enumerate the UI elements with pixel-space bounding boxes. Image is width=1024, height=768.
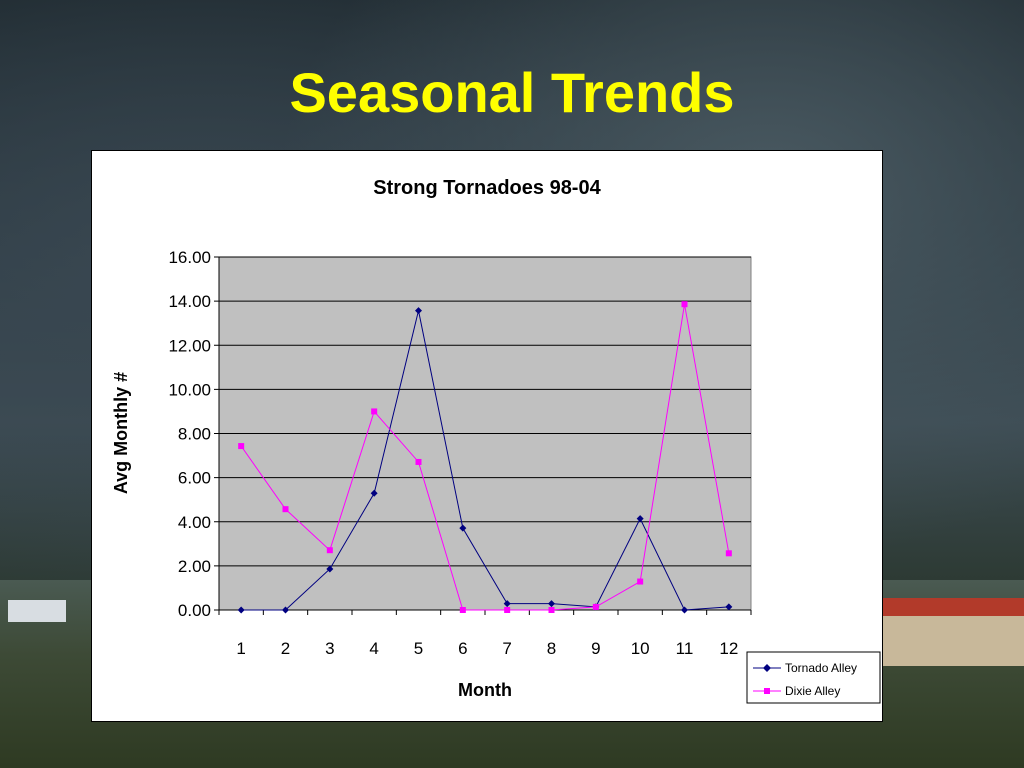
y-tick-label: 8.00 (178, 425, 211, 444)
series-layer (237, 301, 733, 614)
x-tick-label: 9 (591, 639, 600, 658)
data-point-tornado-alley (636, 515, 644, 523)
data-point-dixie-alley (725, 550, 732, 557)
x-tick-label: 1 (236, 639, 245, 658)
data-point-tornado-alley (237, 606, 245, 614)
y-tick-label: 6.00 (178, 469, 211, 488)
y-tick-label: 2.00 (178, 557, 211, 576)
data-point-tornado-alley (459, 524, 467, 532)
data-point-dixie-alley (681, 301, 688, 308)
chart-panel: Strong Tornadoes 98-04 0.00 2.00 4.00 6.00 8… (91, 150, 883, 722)
y-axis-ticks: 0.00 2.00 4.00 6.00 8.00 10.00 12.00 14.00 16.00 (168, 248, 219, 620)
x-tick-label: 7 (502, 639, 511, 658)
x-tick-label: 8 (547, 639, 556, 658)
data-point-tornado-alley (548, 600, 555, 608)
data-point-dixie-alley (326, 547, 333, 554)
x-axis-ticks: 1 2 3 4 5 6 7 8 9 10 11 12 (218, 610, 752, 658)
x-tick-label: 4 (369, 639, 378, 658)
data-point-tornado-alley (725, 603, 733, 611)
y-axis-label: Avg Monthly # (111, 372, 131, 494)
x-tick-label: 10 (631, 639, 650, 658)
data-point-dixie-alley (371, 408, 378, 415)
data-point-tornado-alley (681, 606, 688, 614)
series-line-dixie-alley (240, 304, 730, 611)
data-point-tornado-alley (415, 307, 422, 315)
legend-marker-dixie-alley (764, 688, 770, 694)
data-point-tornado-alley (326, 565, 334, 573)
y-tick-label: 12.00 (168, 336, 211, 355)
data-point-tornado-alley (282, 606, 289, 614)
x-tick-label: 5 (414, 639, 423, 658)
y-tick-label: 10.00 (168, 380, 211, 399)
legend-label-tornado-alley: Tornado Alley (785, 661, 857, 675)
data-point-dixie-alley (592, 603, 599, 610)
chart-title: Strong Tornadoes 98-04 (373, 177, 601, 199)
background-building (880, 598, 1024, 666)
x-tick-label: 6 (458, 639, 467, 658)
legend-marker-tornado-alley (763, 664, 771, 672)
data-point-dixie-alley (238, 443, 245, 450)
legend: Tornado Alley Dixie Alley (746, 651, 881, 704)
data-point-dixie-alley (548, 607, 555, 613)
legend-box (746, 651, 881, 704)
background-building (8, 600, 66, 622)
background-roof (880, 598, 1024, 616)
x-axis-label: Month (458, 680, 512, 700)
data-point-dixie-alley (415, 458, 422, 465)
data-point-dixie-alley (504, 607, 511, 613)
y-tick-label: 0.00 (178, 601, 211, 620)
data-point-dixie-alley (637, 578, 644, 585)
y-tick-label: 16.00 (168, 248, 211, 267)
x-tick-label: 11 (676, 639, 694, 658)
data-point-dixie-alley (459, 607, 466, 613)
y-tick-label: 4.00 (178, 513, 211, 532)
data-point-tornado-alley (503, 600, 511, 608)
data-point-dixie-alley (282, 506, 289, 513)
x-tick-label: 12 (719, 639, 738, 658)
data-point-tornado-alley (370, 489, 378, 497)
y-tick-label: 14.00 (168, 292, 211, 311)
slide-title: Seasonal Trends (289, 61, 735, 124)
x-tick-label: 3 (325, 639, 334, 658)
x-tick-label: 2 (281, 639, 290, 658)
legend-label-dixie-alley: Dixie Alley (785, 684, 840, 698)
line-chart: Strong Tornadoes 98-04 0.00 2.00 4.00 6.00 8… (111, 177, 881, 704)
